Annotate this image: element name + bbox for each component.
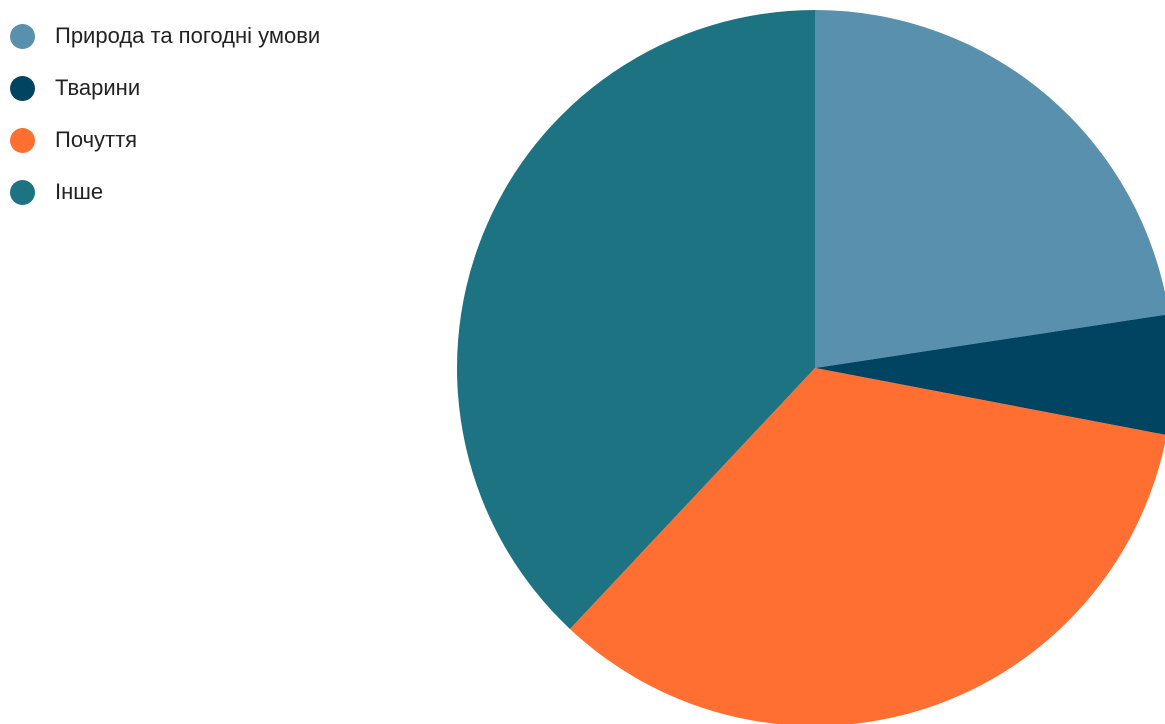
legend-swatch xyxy=(10,179,35,205)
legend-label: Інше xyxy=(55,179,104,204)
legend-swatch xyxy=(10,23,35,49)
legend-item: Почуття xyxy=(10,114,320,166)
legend-swatch xyxy=(10,127,35,153)
chart-legend: Природа та погодні умови Тварини Почуття… xyxy=(10,10,320,218)
legend-item: Природа та погодні умови xyxy=(10,10,320,62)
legend-swatch xyxy=(10,75,35,101)
pie-slice xyxy=(569,368,1165,724)
legend-label: Тварини xyxy=(55,75,141,100)
legend-label: Почуття xyxy=(55,127,138,152)
pie-slice xyxy=(456,10,815,629)
legend-item: Інше xyxy=(10,166,320,218)
legend-item: Тварини xyxy=(10,62,320,114)
pie-slices xyxy=(456,10,1165,724)
pie-slice xyxy=(815,10,1165,368)
pie-slice xyxy=(815,314,1165,435)
legend-label: Природа та погодні умови xyxy=(55,23,321,48)
